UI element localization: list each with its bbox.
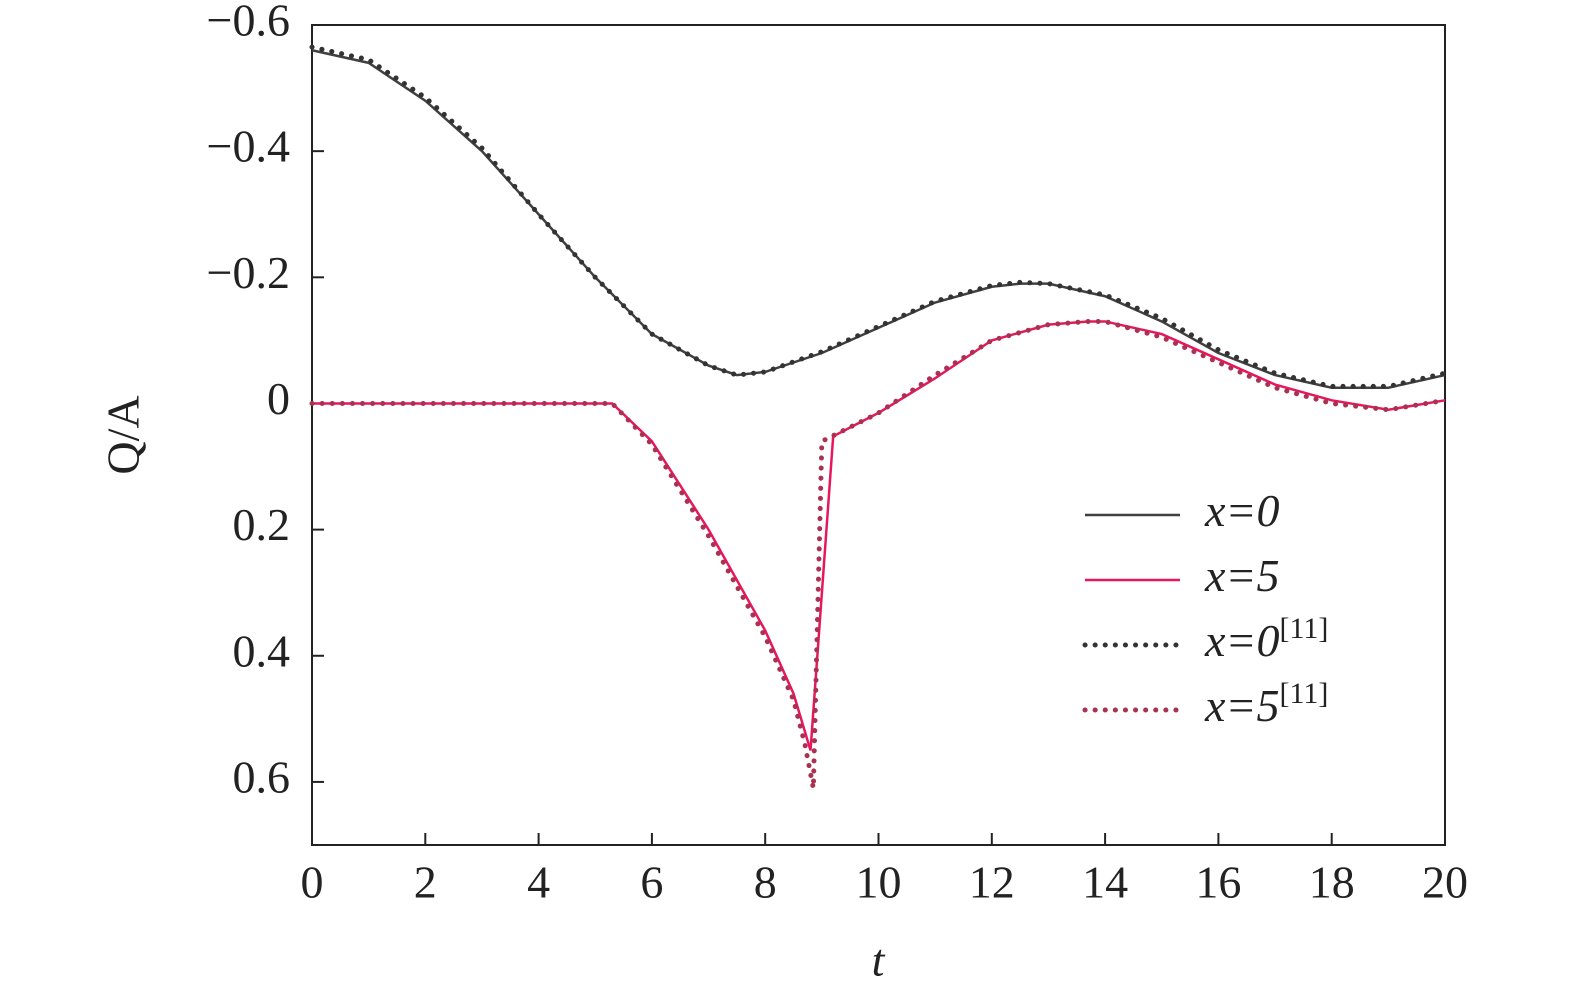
series-line <box>309 44 1448 389</box>
y-axis-label: Q/A <box>98 395 149 474</box>
x-tick-label: 8 <box>754 857 777 908</box>
x-tick-label: 20 <box>1422 857 1468 908</box>
x-tick-label: 10 <box>856 857 902 908</box>
legend-label: x=5 <box>1204 550 1279 601</box>
y-tick-label: 0.6 <box>233 751 291 802</box>
x-tick-label: 14 <box>1082 857 1128 908</box>
y-tick-label: −0.6 <box>207 0 290 46</box>
y-tick-label: −0.4 <box>207 121 290 172</box>
x-tick-label: 18 <box>1309 857 1355 908</box>
series-line <box>311 49 1446 389</box>
legend-label: x=0 <box>1204 485 1279 536</box>
x-tick-label: 12 <box>969 857 1015 908</box>
legend-name: x=0 <box>1204 485 1279 536</box>
legend-citation: [11] <box>1279 612 1328 645</box>
y-tick-label: 0.2 <box>233 499 291 550</box>
x-tick-label: 0 <box>301 857 324 908</box>
x-axis-label: t <box>872 935 886 986</box>
x-tick-label: 4 <box>527 857 550 908</box>
legend-name: x=5 <box>1204 680 1279 731</box>
y-tick-label: 0.4 <box>233 625 291 676</box>
x-tick-label: 2 <box>414 857 437 908</box>
x-tick-label: 6 <box>640 857 663 908</box>
x-tick-label: 16 <box>1195 857 1241 908</box>
y-tick-label: −0.2 <box>207 247 290 298</box>
legend-name: x=0 <box>1204 615 1279 666</box>
y-tick-label: 0 <box>267 373 290 424</box>
legend-name: x=5 <box>1204 550 1279 601</box>
legend-label: x=5[11] <box>1204 677 1328 731</box>
legend-label: x=0[11] <box>1204 612 1328 666</box>
legend-citation: [11] <box>1279 677 1328 710</box>
